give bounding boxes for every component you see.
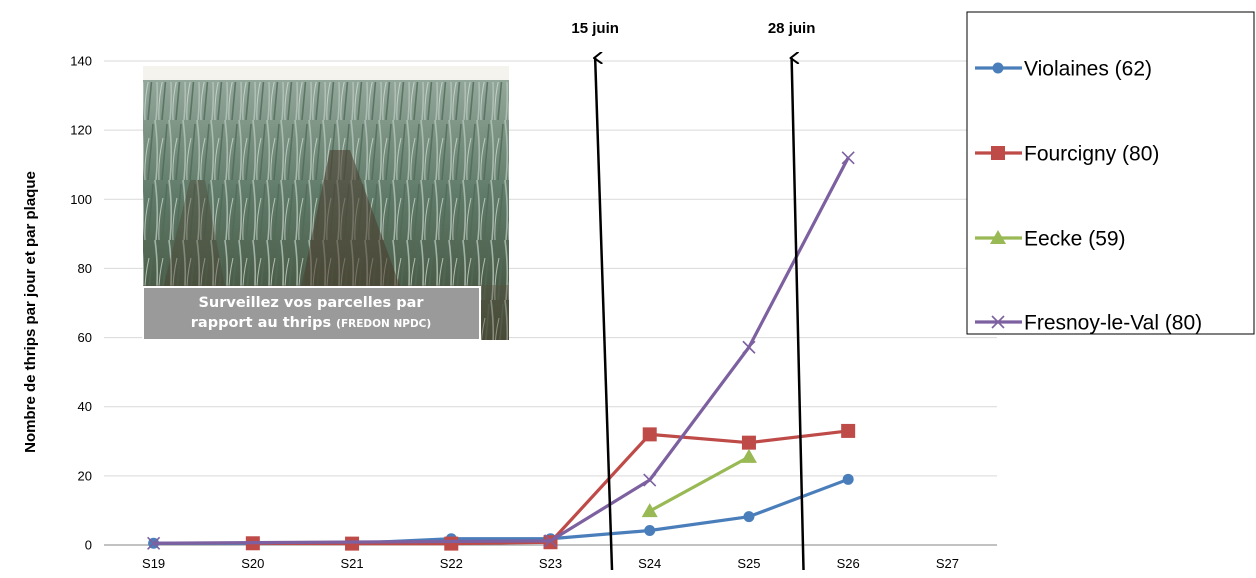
legend-item: Fresnoy-le-Val (80) — [975, 312, 1202, 335]
y-tick-label: 80 — [78, 261, 92, 276]
legend-box — [966, 11, 1255, 335]
date-label: 15 juin — [571, 20, 619, 37]
x-tick-label: S22 — [440, 556, 463, 571]
x-tick-label: S26 — [837, 556, 860, 571]
photo-caption-box — [142, 286, 481, 341]
legend-item: Violaines (62) — [975, 58, 1152, 81]
legend-marker — [991, 315, 1005, 329]
series-x — [147, 151, 855, 550]
y-axis-label: Nombre de thrips par jour et par plaque — [22, 171, 39, 453]
x-tick-label: S27 — [936, 556, 959, 571]
series-triangle — [641, 448, 757, 518]
legend-label: Fresnoy-le-Val (80) — [1024, 312, 1202, 335]
photo-caption-line1: Surveillez vos parcelles par — [198, 295, 424, 311]
data-point — [644, 524, 656, 536]
x-tick-label: S23 — [539, 556, 562, 571]
x-tick-label: S19 — [142, 556, 165, 571]
series-line — [252, 429, 849, 546]
data-point — [841, 151, 855, 165]
x-tick-label: S24 — [638, 556, 661, 571]
x-tick-label: S25 — [737, 556, 760, 571]
legend-marker — [992, 62, 1004, 74]
data-point — [741, 435, 756, 450]
data-point — [742, 340, 756, 354]
field-photo: Surveillez vos parcelles par rapport au … — [142, 66, 509, 341]
legend-item: Eecke (59) — [975, 228, 1126, 251]
data-point — [642, 427, 657, 442]
data-point — [841, 423, 856, 438]
x-tick-label: S21 — [340, 556, 363, 571]
date-arrow — [595, 58, 614, 571]
data-series — [147, 151, 856, 551]
legend-marker — [990, 230, 1006, 244]
photo-caption-line2: rapport au thrips (FREDON NPDC) — [191, 315, 431, 331]
y-tick-label: 20 — [78, 468, 92, 483]
date-annotations: 15 juin 28 juin — [571, 20, 816, 571]
y-tick-label: 140 — [70, 54, 92, 69]
legend-label: Eecke (59) — [1024, 228, 1126, 251]
y-axis-ticks: 0 20 40 60 80 100 120 140 — [70, 54, 92, 553]
series-line — [153, 477, 849, 545]
y-tick-label: 0 — [85, 538, 92, 553]
legend-label: Violaines (62) — [1024, 58, 1152, 81]
data-point — [147, 536, 161, 550]
legend-marker — [991, 146, 1005, 160]
x-axis-ticks: S19 S20 S21 S22 S23 S24 S25 S26 S27 — [142, 556, 959, 571]
data-point — [641, 503, 658, 518]
date-label: 28 juin — [768, 20, 816, 37]
data-point — [543, 534, 558, 548]
data-point — [643, 473, 657, 487]
y-tick-label: 40 — [78, 399, 92, 414]
series-square — [245, 423, 856, 551]
series-line — [648, 455, 750, 513]
legend-label: Fourcigny (80) — [1024, 143, 1159, 166]
data-point — [740, 448, 757, 463]
data-point — [743, 511, 755, 523]
data-point — [444, 536, 459, 551]
date-arrow — [792, 58, 805, 571]
y-tick-label: 60 — [78, 330, 92, 345]
x-tick-label: S20 — [241, 556, 264, 571]
y-tick-label: 100 — [70, 192, 92, 207]
legend-item: Fourcigny (80) — [975, 143, 1159, 166]
data-point — [842, 473, 854, 485]
y-tick-label: 120 — [70, 123, 92, 138]
legend: Violaines (62) Fourcigny (80) Eecke (59) Fr… — [966, 11, 1255, 335]
photo-caption-source: (FREDON NPDC) — [336, 318, 431, 330]
